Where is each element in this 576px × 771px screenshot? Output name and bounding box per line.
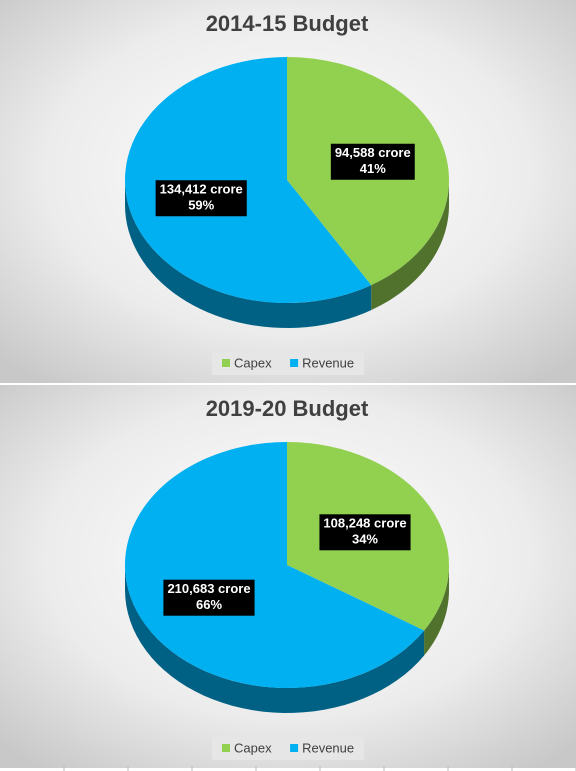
legend-swatch: [290, 359, 299, 367]
data-label-value: 108,248 crore: [323, 516, 406, 531]
legend-label: Revenue: [302, 355, 354, 370]
data-label-value: 210,683 crore: [167, 581, 250, 596]
legend-box: [212, 352, 365, 375]
legend-swatch: [222, 359, 230, 367]
slice-side: [125, 180, 372, 328]
data-label-percent: 41%: [360, 161, 386, 176]
data-label-box: [330, 143, 415, 180]
legend-label: Revenue: [302, 740, 354, 755]
slice-side: [371, 180, 449, 311]
chart-title: 2014-15 Budget: [206, 11, 369, 36]
pie-slice: [124, 57, 372, 303]
data-label-percent: 66%: [196, 597, 222, 612]
legend-label: Capex: [234, 355, 272, 370]
data-label-box: [163, 579, 255, 616]
data-label-percent: 59%: [188, 198, 214, 213]
pie-slice: [124, 442, 425, 688]
legend-box: [212, 737, 365, 760]
legend-swatch: [290, 744, 299, 752]
data-label-percent: 34%: [352, 532, 378, 547]
legend-label: Capex: [234, 740, 272, 755]
chart-title: 2019-20 Budget: [206, 396, 369, 421]
data-label-box: [319, 514, 411, 551]
slice-side: [125, 565, 425, 713]
data-label-value: 94,588 crore: [335, 145, 411, 160]
data-label-value: 134,412 crore: [160, 182, 243, 197]
slice-side: [424, 565, 449, 656]
data-label-box: [155, 180, 247, 217]
legend-swatch: [222, 744, 230, 752]
